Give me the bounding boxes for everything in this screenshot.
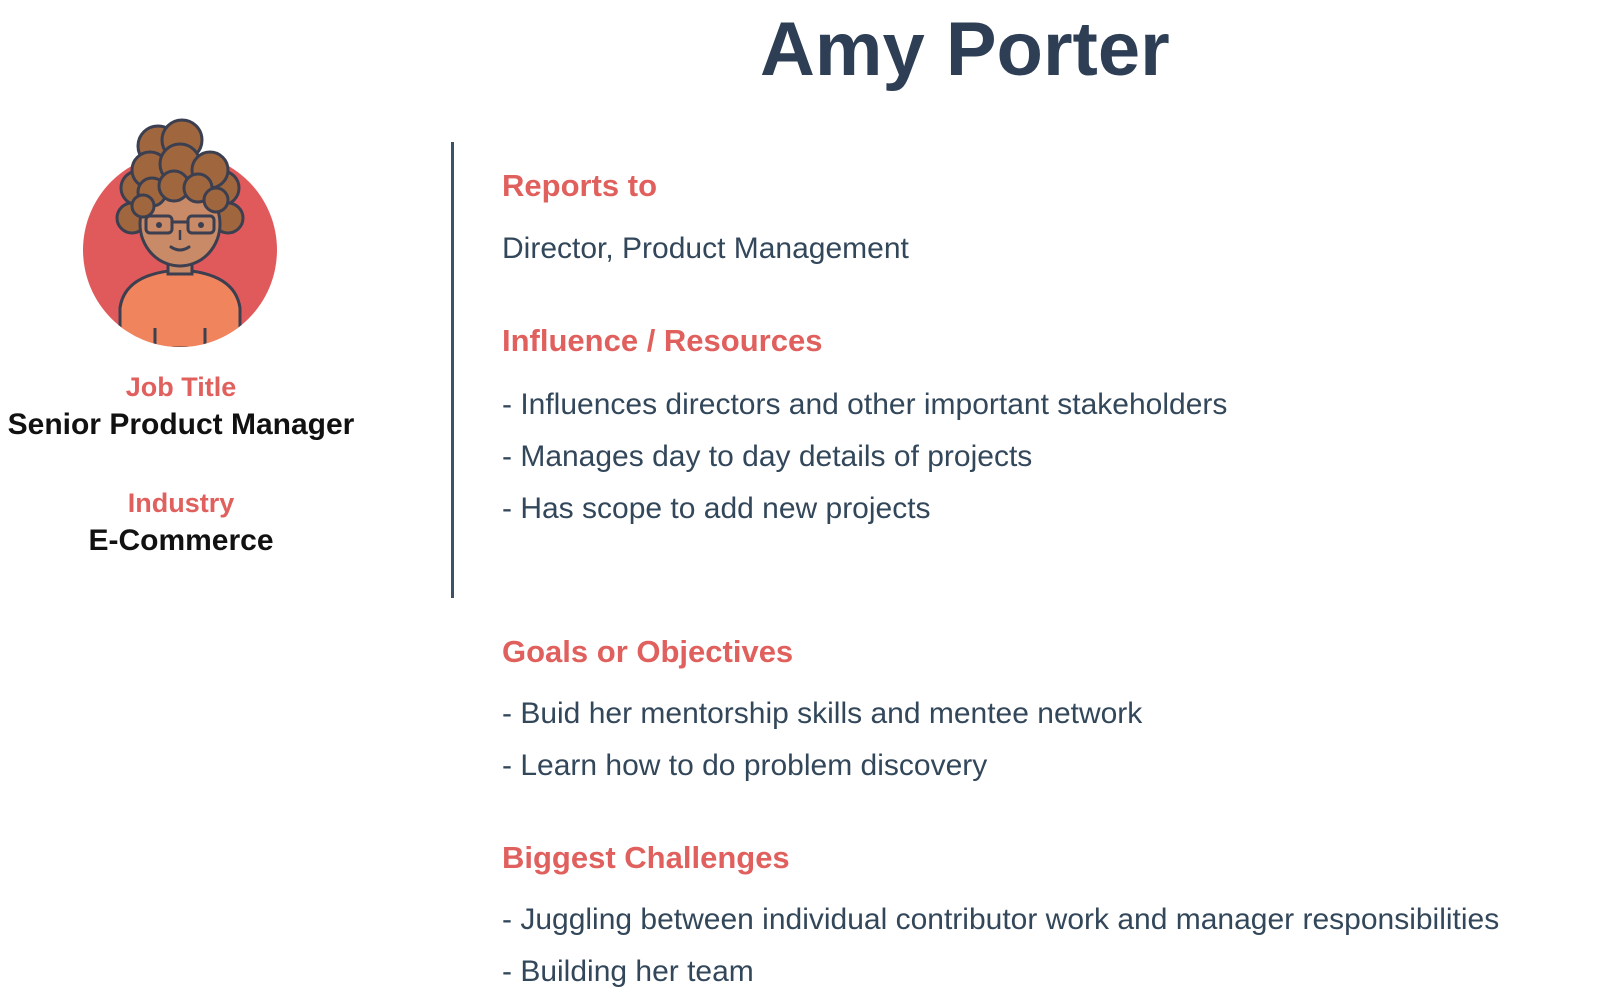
goals-item: - Learn how to do problem discovery	[502, 749, 988, 782]
reports-to-value: Director, Product Management	[502, 232, 909, 265]
challenges-item: - Building her team	[502, 955, 754, 988]
challenges-item: - Juggling between individual contributo…	[502, 903, 1500, 936]
influence-heading: Influence / Resources	[502, 323, 823, 358]
persona-avatar-icon	[83, 118, 277, 347]
influence-item: - Has scope to add new projects	[502, 492, 931, 525]
job-title-label: Job Title	[125, 372, 237, 402]
avatar	[80, 118, 280, 348]
persona-name: Amy Porter	[760, 7, 1170, 92]
influence-item: - Influences directors and other importa…	[502, 388, 1228, 421]
industry-value: E-Commerce	[88, 524, 274, 557]
industry-label: Industry	[127, 488, 235, 518]
challenges-heading: Biggest Challenges	[502, 840, 790, 875]
job-title-value: Senior Product Manager	[7, 408, 355, 441]
goals-heading: Goals or Objectives	[502, 634, 794, 669]
vertical-divider	[451, 142, 454, 598]
goals-item: - Buid her mentorship skills and mentee …	[502, 697, 1143, 730]
reports-to-heading: Reports to	[502, 168, 657, 203]
influence-item: - Manages day to day details of projects	[502, 440, 1033, 473]
